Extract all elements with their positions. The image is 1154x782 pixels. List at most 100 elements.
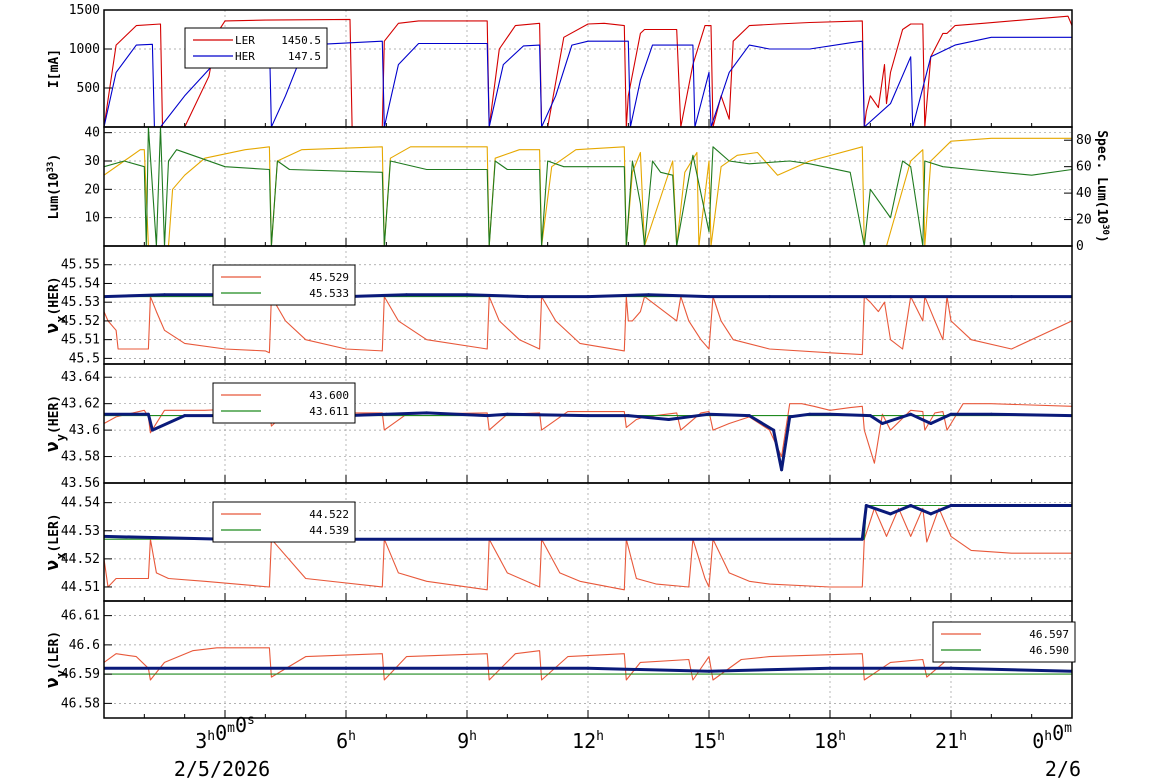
y-tick-label: 1000 xyxy=(69,42,100,57)
series-point xyxy=(465,666,469,670)
y-tick-label: 20 xyxy=(84,182,100,197)
y-tick-label: 44.53 xyxy=(61,524,100,539)
series-point xyxy=(780,468,784,472)
legend-5: 46.597 46.590 xyxy=(932,621,1076,663)
legend-box xyxy=(932,621,1076,663)
series-point xyxy=(183,414,187,418)
legend-0: LER 1450.5 HER 147.5 xyxy=(184,27,328,69)
series-line-4-2 xyxy=(104,504,1072,541)
series-point xyxy=(880,422,884,425)
legend-box xyxy=(212,501,356,543)
y-tick-label: 43.6 xyxy=(69,423,100,438)
legend-4: 44.522 44.539 xyxy=(212,501,356,543)
legend-value: 43.611 xyxy=(309,405,349,418)
series-line-0-0 xyxy=(104,15,1072,127)
legend-value: 45.533 xyxy=(309,287,349,300)
legend-value: 43.600 xyxy=(309,389,349,402)
series-point xyxy=(949,412,953,416)
y-tick-label: 43.62 xyxy=(61,397,100,412)
y-tick-label: 45.54 xyxy=(61,276,100,291)
series-point xyxy=(828,537,832,541)
legend-box xyxy=(184,27,328,69)
y-tick-label: 44.51 xyxy=(61,580,100,595)
y-tick-label: 44.52 xyxy=(61,552,100,567)
y-tick-label: 1500 xyxy=(69,3,100,18)
panel-2: 45.5 45.51 45.52 45.53 45.54 45.55 νx(HER) 45.5… xyxy=(42,245,1073,366)
panel-4: 44.51 44.52 44.53 44.54 νx(LER) 44.522 44.539 xyxy=(42,482,1073,602)
plot-area-1 xyxy=(104,127,1072,246)
y-tick-label: 45.51 xyxy=(61,333,100,348)
y-right-tick-label: 60 xyxy=(1076,160,1092,175)
y-axis-label: νx(LER) xyxy=(42,513,68,570)
series-point xyxy=(465,537,469,541)
y-tick-label: 44.54 xyxy=(61,496,100,511)
series-point xyxy=(425,411,429,415)
series-point xyxy=(889,295,892,299)
series-point xyxy=(747,414,751,418)
series-point xyxy=(772,428,776,432)
series-point xyxy=(465,293,469,297)
series-point xyxy=(163,293,166,297)
series-point xyxy=(788,415,792,419)
y-right-axis-label: Spec. Lum(1030) xyxy=(1094,130,1110,243)
y-tick-label: 10 xyxy=(84,211,100,226)
y-tick-label: 45.5 xyxy=(69,351,100,366)
y-axis-label: νy(HER) xyxy=(42,395,68,452)
series-point xyxy=(586,414,590,418)
legend-value: 46.597 xyxy=(1029,628,1069,641)
series-point xyxy=(647,293,650,297)
series-point xyxy=(344,666,348,670)
series-point xyxy=(707,537,711,541)
series-point xyxy=(828,666,832,670)
y-tick-label: 45.53 xyxy=(61,295,100,310)
legend-3: 43.600 43.611 xyxy=(212,382,356,424)
series-point xyxy=(526,295,529,299)
y-axis-label: νx(HER) xyxy=(42,276,68,333)
y-tick-label: 43.64 xyxy=(61,370,100,385)
x-axis: 3h0m0s 6h 9h 12h 15h 18h 21h 0h0m 2/5/2026 2/6 xyxy=(174,713,1081,781)
x-tick-label: 21h xyxy=(935,729,967,753)
x-tick-label: 12h xyxy=(572,729,604,753)
panel-0: 500 1000 1500 I[mA] LER 1450.5 HER 147.5 xyxy=(47,3,1073,128)
y-tick-label: 500 xyxy=(77,81,100,96)
series-point xyxy=(828,412,832,416)
y-tick-label: 30 xyxy=(84,154,100,169)
y-tick-label: 40 xyxy=(84,126,100,141)
x-tick-label: 6h xyxy=(336,729,356,753)
series-point xyxy=(586,295,590,299)
y-tick-label: 46.59 xyxy=(61,667,100,682)
series-point xyxy=(860,537,864,541)
series-line-2-0 xyxy=(104,296,1072,356)
series-point xyxy=(384,412,388,416)
series-point xyxy=(989,412,993,416)
y-axis-label: νy(LER) xyxy=(42,631,68,688)
series-line-1-1 xyxy=(104,127,1072,246)
y-right-tick-label: 40 xyxy=(1076,186,1092,201)
series-point xyxy=(586,537,590,541)
plot-area-5 xyxy=(104,647,1072,681)
series-point xyxy=(828,295,832,299)
y-right-tick-label: 20 xyxy=(1076,213,1092,228)
legend-box xyxy=(212,264,356,306)
y-tick-label: 43.56 xyxy=(61,476,100,491)
series-point xyxy=(949,295,953,299)
x-tick-label: 9h xyxy=(457,729,477,753)
legend-2: 45.529 45.533 xyxy=(212,264,356,306)
y-axis-label: I[mA] xyxy=(47,49,62,88)
series-point xyxy=(808,412,812,416)
legend-value: 45.529 xyxy=(309,271,349,284)
series-point xyxy=(707,295,711,299)
panel-frame-5 xyxy=(103,600,1073,719)
x-date-right: 2/6 xyxy=(1045,757,1081,781)
series-point xyxy=(223,666,227,670)
series-point xyxy=(150,428,154,432)
y-right-tick-label: 0 xyxy=(1076,239,1084,254)
legend-value: 46.590 xyxy=(1029,644,1069,657)
series-line-5-0 xyxy=(104,647,1072,681)
series-point xyxy=(949,503,953,507)
y-tick-label: 45.52 xyxy=(61,314,100,329)
series-point xyxy=(667,418,671,422)
legend-value: 44.539 xyxy=(309,524,349,537)
